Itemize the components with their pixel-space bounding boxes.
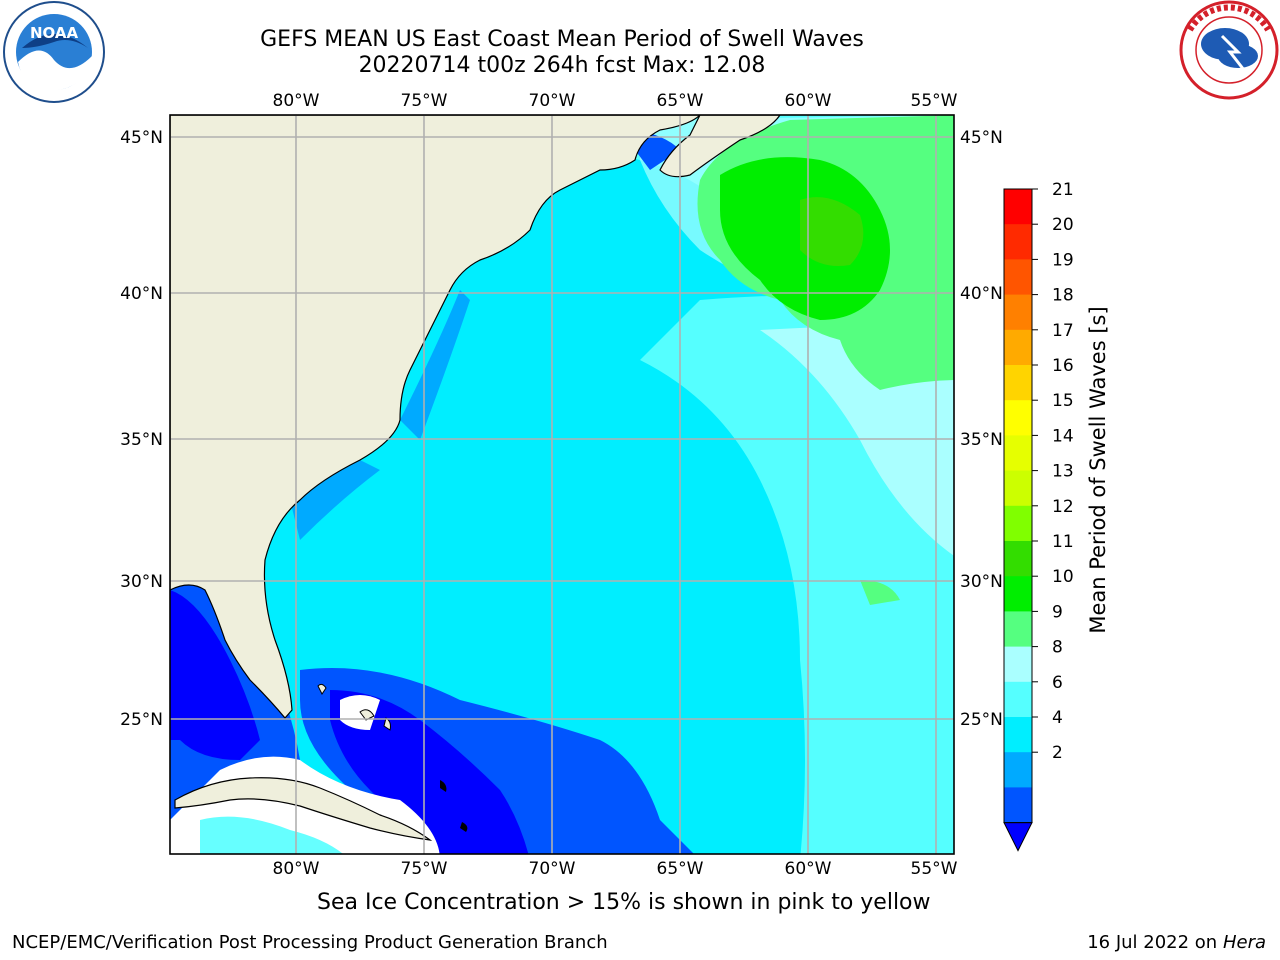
lat-label-right: 45°N — [960, 128, 1003, 148]
colorbar-tick-label: 13 — [1052, 462, 1074, 482]
lat-label-right: 30°N — [960, 572, 1003, 592]
noaa-logo-icon: NOAA — [3, 1, 105, 103]
colorbar-segment — [1004, 470, 1032, 507]
lon-label-bottom: 70°W — [529, 859, 576, 879]
lon-label-top: 75°W — [401, 91, 448, 111]
lon-label-top: 60°W — [785, 91, 832, 111]
lon-label-bottom: 75°W — [401, 859, 448, 879]
sea-ice-note: Sea Ice Concentration > 15% is shown in … — [317, 890, 931, 915]
lat-label-left: 40°N — [120, 284, 163, 304]
colorbar-tick-label: 19 — [1052, 250, 1074, 270]
colorbar-tick-label: 14 — [1052, 426, 1074, 446]
lat-label-left: 30°N — [120, 572, 163, 592]
colorbar-tick-label: 20 — [1052, 215, 1074, 235]
lon-label-top: 55°W — [911, 91, 958, 111]
colorbar-segment — [1004, 752, 1032, 788]
colorbar-segment — [1004, 576, 1032, 612]
colorbar-segment — [1004, 717, 1032, 753]
colorbar-tick-label: 6 — [1052, 673, 1063, 693]
colorbar-tick-label: 15 — [1052, 391, 1074, 411]
colorbar-segment — [1004, 189, 1032, 225]
colorbar-tick-label: 4 — [1052, 708, 1063, 728]
lat-label-left: 25°N — [120, 710, 163, 730]
lon-label-bottom: 80°W — [273, 859, 320, 879]
footer-host: Hera — [1222, 932, 1266, 953]
swell-period-field — [170, 115, 954, 854]
noaa-logo-text: NOAA — [30, 24, 79, 42]
nws-logo-icon — [1179, 0, 1279, 100]
colorbar-tick-label: 8 — [1052, 638, 1063, 658]
colorbar-segment — [1004, 541, 1032, 577]
lat-label-left: 45°N — [120, 128, 163, 148]
colorbar-tick-label: 21 — [1052, 180, 1074, 200]
colorbar-tick-label: 16 — [1052, 356, 1074, 376]
lon-label-top: 70°W — [529, 91, 576, 111]
colorbar-segment — [1004, 646, 1032, 683]
footer-branch: NCEP/EMC/Verification Post Processing Pr… — [12, 932, 608, 953]
colorbar: 21 20 19 18 17 16 15 14 13 12 11 10 9 8 6 4 2 — [1003, 180, 1074, 852]
colorbar-segment — [1004, 787, 1032, 824]
colorbar-tick-label: 18 — [1052, 286, 1074, 306]
footer-date-text: 16 Jul 2022 on — [1087, 932, 1223, 953]
colorbar-tick-label: 10 — [1052, 567, 1074, 587]
lon-label-bottom: 55°W — [911, 859, 958, 879]
colorbar-segment — [1004, 329, 1032, 366]
colorbar-segment — [1004, 294, 1032, 331]
colorbar-tick-label: 17 — [1052, 321, 1074, 341]
colorbar-label: Mean Period of Swell Waves [s] — [1086, 306, 1110, 633]
lat-label-right: 35°N — [960, 430, 1003, 450]
lon-label-top: 65°W — [657, 91, 704, 111]
lat-label-right: 25°N — [960, 710, 1003, 730]
lat-label-right: 40°N — [960, 284, 1003, 304]
footer-date: 16 Jul 2022 on Hera — [1087, 932, 1266, 953]
colorbar-segment — [1004, 224, 1032, 260]
lon-label-bottom: 65°W — [657, 859, 704, 879]
chart-title: GEFS MEAN US East Coast Mean Period of S… — [260, 27, 864, 52]
colorbar-tick-label: 9 — [1052, 602, 1063, 622]
map-frame — [169, 114, 955, 855]
lon-label-bottom: 60°W — [785, 859, 832, 879]
graticule — [170, 115, 954, 854]
colorbar-segment — [1004, 681, 1032, 718]
colorbar-tick-label: 2 — [1052, 743, 1063, 763]
lon-label-top: 80°W — [273, 91, 320, 111]
colorbar-segment — [1004, 611, 1032, 648]
colorbar-segment — [1004, 365, 1032, 401]
colorbar-tick-label: 12 — [1052, 497, 1074, 517]
colorbar-extend-arrow — [1003, 822, 1033, 852]
lat-label-left: 35°N — [120, 430, 163, 450]
colorbar-segment — [1004, 400, 1032, 436]
colorbar-tick-label: 11 — [1052, 532, 1074, 552]
colorbar-segment — [1004, 505, 1032, 542]
colorbar-segment — [1004, 435, 1032, 472]
chart-subtitle: 20220714 t00z 264h fcst Max: 12.08 — [358, 53, 766, 78]
colorbar-segment — [1004, 259, 1032, 296]
